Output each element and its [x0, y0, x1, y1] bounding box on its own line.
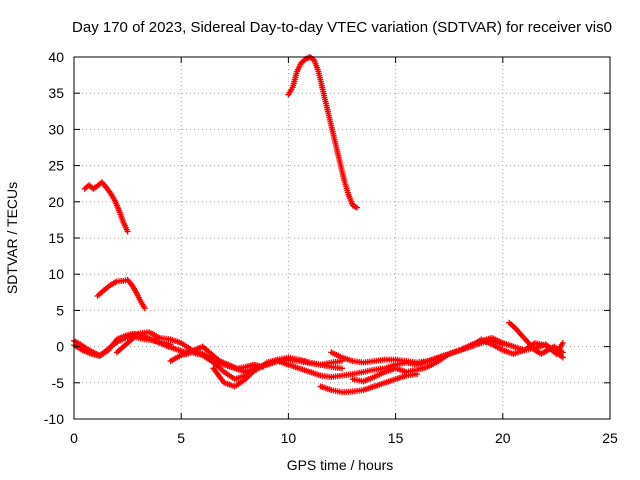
- x-tick-label: 10: [281, 430, 297, 446]
- x-tick-label: 25: [602, 430, 618, 446]
- chart-title: Day 170 of 2023, Sidereal Day-to-day VTE…: [72, 19, 612, 36]
- series-arc-22: [81, 179, 131, 235]
- series-arc-high: [285, 54, 361, 211]
- data-point: [559, 354, 566, 361]
- y-tick-label: 35: [48, 85, 64, 101]
- data-point: [141, 305, 148, 312]
- data-point: [354, 204, 361, 211]
- data-point: [124, 228, 131, 235]
- x-tick-label: 15: [388, 430, 404, 446]
- y-tick-label: 0: [56, 339, 64, 355]
- data-point: [127, 280, 134, 287]
- y-tick-label: 20: [48, 194, 64, 210]
- y-tick-label: 30: [48, 121, 64, 137]
- y-tick-label: -5: [52, 375, 65, 391]
- y-tick-label: -10: [44, 411, 64, 427]
- tick-layer: 0 5 10 15 20 25 -10 -5 0 5 10 15 20 25 30 35 40: [44, 49, 618, 446]
- data-point: [339, 365, 345, 372]
- x-tick-label: 0: [70, 430, 78, 446]
- y-tick-label: 25: [48, 158, 64, 174]
- y-tick-label: 40: [48, 49, 64, 65]
- series-arc-f: [317, 371, 421, 396]
- data-layer: [71, 54, 566, 396]
- series-arc-g: [328, 334, 566, 366]
- x-tick-label: 20: [495, 430, 511, 446]
- data-point: [559, 349, 566, 356]
- data-point: [559, 339, 566, 346]
- y-axis-label: SDTVAR / TECUs: [4, 182, 20, 294]
- y-tick-label: 5: [56, 302, 64, 318]
- y-tick-label: 15: [48, 230, 64, 246]
- grid-layer: [74, 57, 610, 419]
- y-tick-label: 10: [48, 266, 64, 282]
- x-axis-label: GPS time / hours: [287, 457, 394, 473]
- x-tick-label: 5: [177, 430, 185, 446]
- series-arc-c: [113, 329, 345, 375]
- series-arc-9: [94, 276, 148, 312]
- series-arc-i: [506, 319, 566, 357]
